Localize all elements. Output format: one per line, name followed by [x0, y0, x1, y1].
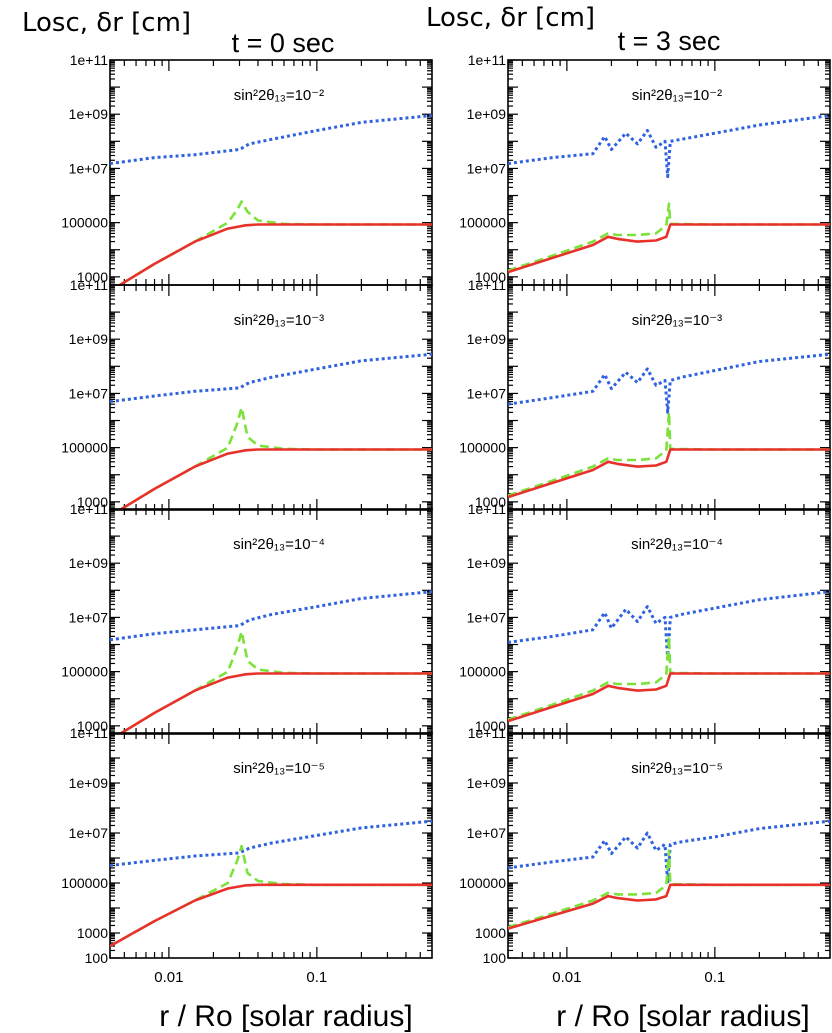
y-tick-label: 1e+07 [467, 385, 507, 401]
x-tick-label: 0.1 [704, 969, 725, 986]
y-tick-label: 1e+09 [69, 555, 109, 571]
series-blue-line [508, 819, 830, 885]
series-red-line [117, 223, 432, 285]
y-tick-label: 100 [85, 950, 109, 966]
y-tick-label: 1000 [475, 494, 506, 510]
panel-t3-row2: 1e+11 1e+09 1e+07 100000 1000 sin²2θ₁₃=10⁻³ [459, 277, 831, 511]
series-red-line [508, 448, 830, 499]
y-tick-label: 1e+07 [69, 160, 109, 176]
y-tick-label: 1e+09 [69, 331, 109, 347]
y-tick-label: 1e+09 [69, 775, 109, 791]
column-title-t0: t = 0 sec [232, 28, 335, 58]
y-tick-label: 1000 [77, 494, 108, 510]
panel-label: sin²2θ₁₃=10⁻² [632, 87, 722, 104]
series-red-line [508, 672, 830, 723]
panel-label: sin²2θ₁₃=10⁻³ [632, 312, 722, 329]
panel-label: sin²2θ₁₃=10⁻⁴ [233, 536, 325, 553]
panel-t0-row2: 1e+11 1e+09 1e+07 100000 1000 sin²2θ₁₃=10⁻³ [61, 277, 433, 511]
series-green-line [508, 202, 830, 272]
y-tick-label: 100000 [459, 215, 506, 231]
panel-t3-row3: 1e+11 1e+09 1e+07 100000 1000 sin²2θ₁₃=10⁻⁴ [459, 501, 831, 735]
series-red-line [508, 223, 830, 274]
y-tick-label: 1e+11 [468, 725, 506, 741]
series-green-line [508, 635, 830, 721]
series-red-line [117, 448, 432, 510]
y-axis-label-right: Losc, δr [cm] [426, 3, 595, 33]
y-tick-label: 100000 [61, 215, 108, 231]
y-tick-label: 1e+11 [70, 277, 108, 293]
y-tick-label: 1e+07 [69, 825, 109, 841]
y-tick-label: 1e+11 [70, 52, 108, 68]
series-blue-line [110, 114, 432, 166]
panel-label: sin²2θ₁₃=10⁻² [234, 87, 324, 104]
y-tick-label: 1e+11 [468, 501, 506, 517]
y-tick-label: 100000 [61, 440, 108, 456]
y-tick-label: 100 [483, 950, 507, 966]
y-tick-label: 1000 [77, 718, 108, 734]
series-red-line [110, 883, 432, 948]
y-tick-label: 1e+07 [69, 385, 109, 401]
x-tick-label: 0.1 [306, 969, 327, 986]
x-tick-label: 0.01 [154, 969, 183, 986]
series-green-line [117, 406, 432, 510]
series-red-line [117, 672, 432, 734]
y-tick-label: 1e+11 [468, 52, 506, 68]
series-green-line [117, 200, 432, 285]
x-axis-label-left: r / Ro [solar radius] [159, 1000, 412, 1033]
y-tick-label: 1e+11 [468, 277, 506, 293]
y-tick-label: 1000 [475, 269, 506, 285]
y-tick-label: 100000 [459, 440, 506, 456]
panel-t0-row3: 1e+11 1e+09 1e+07 100000 1000 sin²2θ₁₃=10⁻⁴ [61, 501, 433, 735]
panel-t3-row4: 1e+11 1e+09 1e+07 100000 1000 100 0.01 0.1 sin²2… [459, 725, 831, 986]
y-tick-label: 1e+07 [467, 160, 507, 176]
panels-layer: 1e+111e+091e+071000001000sin²2θ₁₃=10⁻²1e… [61, 52, 831, 986]
y-tick-label: 100000 [459, 664, 506, 680]
panel-label: sin²2θ₁₃=10⁻⁵ [233, 760, 325, 777]
series-blue-line [110, 352, 432, 404]
series-red-line [508, 883, 830, 930]
series-blue-line [508, 590, 830, 661]
y-tick-label: 1e+09 [467, 331, 507, 347]
x-axis-label-right: r / Ro [solar radius] [556, 1000, 809, 1033]
series-blue-line [110, 590, 432, 642]
column-title-t3: t = 3 sec [618, 26, 721, 56]
y-tick-label: 1e+09 [467, 555, 507, 571]
y-tick-label: 1e+07 [69, 609, 109, 625]
x-tick-label: 0.01 [552, 969, 581, 986]
y-tick-label: 1e+07 [467, 609, 507, 625]
panel-t0-row4: 1e+11 1e+09 1e+07 100000 1000 100 0.01 0.1 sin²2… [61, 725, 433, 986]
series-green-line [110, 844, 432, 948]
y-tick-label: 1e+07 [467, 825, 507, 841]
panel-label: sin²2θ₁₃=10⁻⁴ [631, 536, 723, 553]
y-tick-label: 100000 [459, 875, 506, 891]
y-tick-label: 1000 [77, 269, 108, 285]
y-tick-label: 1e+09 [467, 775, 507, 791]
panel-t0-row1: 1e+11 1e+09 1e+07 100000 1000 sin²2θ₁₃=10⁻² [61, 52, 433, 286]
y-tick-label: 1000 [475, 925, 506, 941]
y-tick-label: 100000 [61, 875, 108, 891]
y-tick-label: 1000 [77, 925, 108, 941]
series-blue-line [508, 352, 830, 414]
series-green-line [508, 411, 830, 497]
panel-t3-row1: 1e+11 1e+09 1e+07 100000 1000 sin²2θ₁₃=10⁻² [459, 52, 831, 286]
y-tick-label: 1e+11 [70, 501, 108, 517]
y-tick-label: 100000 [61, 664, 108, 680]
series-green-line [117, 630, 432, 734]
y-axis-label: Losc, δr [cm] [22, 8, 191, 38]
panel-label: sin²2θ₁₃=10⁻⁵ [631, 760, 723, 777]
y-tick-label: 1e+11 [70, 725, 108, 741]
series-blue-line [508, 114, 830, 179]
y-tick-label: 1e+09 [69, 106, 109, 122]
y-tick-label: 1000 [475, 718, 506, 734]
panel-label: sin²2θ₁₃=10⁻³ [234, 312, 324, 329]
series-blue-line [110, 819, 432, 867]
y-tick-label: 1e+09 [467, 106, 507, 122]
